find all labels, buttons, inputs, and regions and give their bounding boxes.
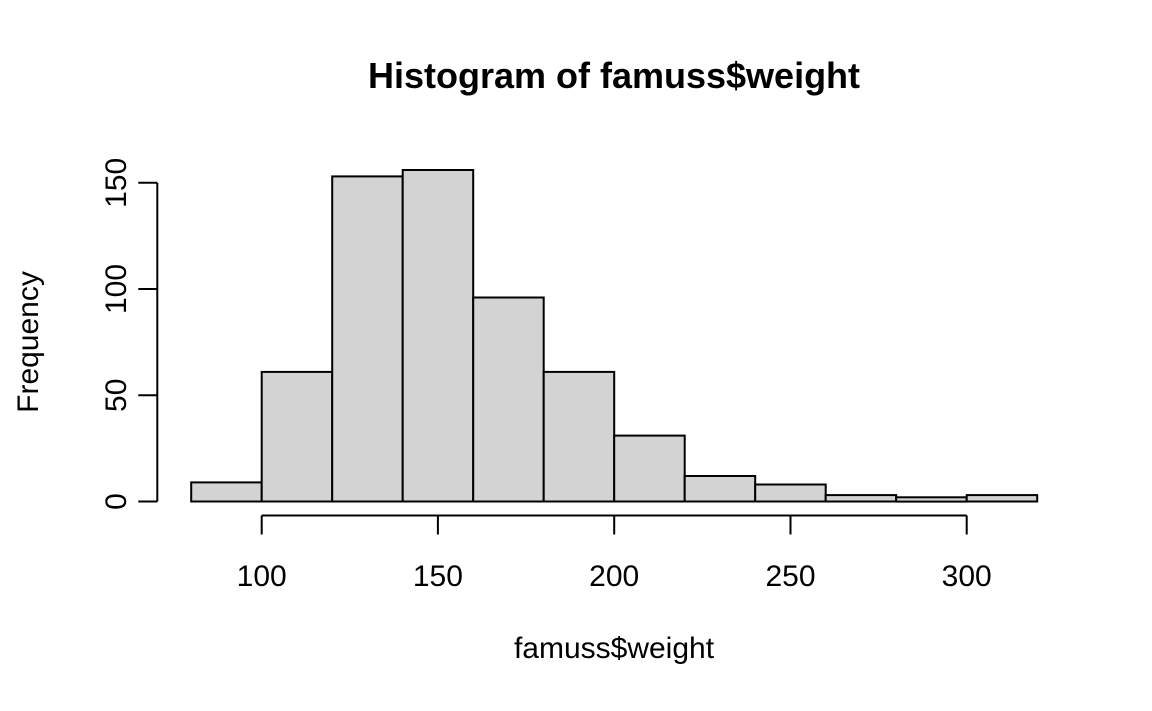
- y-tick-label: 50: [100, 379, 133, 412]
- histogram-bar: [613, 434, 686, 503]
- histogram-bar: [754, 483, 827, 503]
- bars-group: [190, 169, 1039, 503]
- x-tick-label: 300: [942, 560, 992, 593]
- x-axis-label: famuss$weight: [514, 632, 715, 665]
- histogram-bar: [965, 494, 1039, 503]
- histogram-bar: [260, 370, 334, 503]
- histogram-bar: [190, 481, 263, 503]
- histogram-bar: [472, 296, 545, 503]
- x-tick-label: 100: [237, 560, 287, 593]
- histogram-bar: [895, 496, 968, 503]
- y-tick-label: 100: [100, 264, 133, 314]
- histogram-bar: [824, 494, 898, 503]
- histogram-bar: [401, 169, 475, 503]
- x-tick-label: 150: [413, 560, 463, 593]
- y-axis-label: Frequency: [12, 271, 45, 413]
- y-tick-label: 150: [100, 158, 133, 208]
- x-tick-label: 250: [765, 560, 815, 593]
- y-tick-label: 0: [100, 493, 133, 510]
- histogram-bar: [331, 175, 404, 503]
- histogram-bar: [542, 370, 616, 503]
- histogram-bar: [683, 475, 757, 503]
- axes-group: 100 150 200 250 300 0 50 100 150: [100, 158, 992, 593]
- x-tick-label: 200: [589, 560, 639, 593]
- chart-title: Histogram of famuss$weight: [368, 55, 860, 96]
